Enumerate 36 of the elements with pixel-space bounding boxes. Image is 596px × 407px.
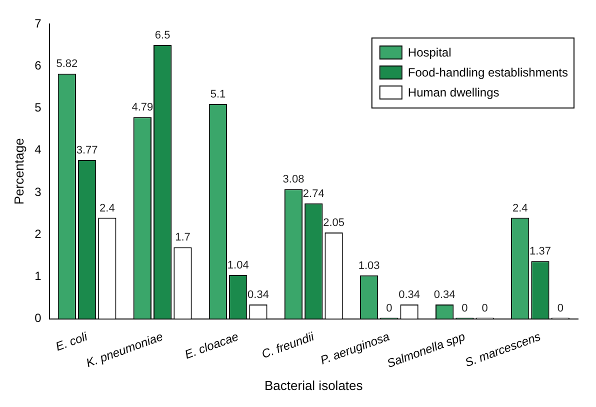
data-label: 3.77 (76, 144, 98, 157)
data-label: 3.08 (282, 174, 304, 186)
data-label: 2.4 (100, 202, 115, 214)
data-label: 2.74 (302, 188, 324, 200)
data-label: 0.34 (248, 289, 269, 302)
y-tick-label: 3 (34, 184, 42, 199)
y-tick-label: 2 (34, 226, 42, 241)
data-label: 5.82 (56, 58, 78, 70)
data-label: 2.05 (323, 217, 344, 229)
data-label: 6.5 (154, 30, 170, 42)
y-tick-label: 4 (34, 142, 42, 157)
x-tick-label: E. cloacae (182, 329, 241, 362)
y-tick-label: 6 (34, 58, 42, 72)
legend-label: Hospital (408, 45, 452, 60)
data-label: 1.03 (358, 260, 380, 272)
data-label: 1.04 (227, 260, 249, 272)
data-label: 0.34 (434, 289, 456, 302)
x-tick-label: E. coli (54, 329, 90, 354)
data-label: 0 (386, 302, 392, 314)
data-label: 1.37 (530, 246, 551, 258)
y-tick-label: 1 (34, 269, 42, 284)
data-label: 0 (462, 302, 468, 314)
data-label: 4.79 (132, 102, 154, 114)
x-axis-title: Bacterial isolates (264, 378, 364, 393)
y-tick-label: 0 (34, 311, 42, 326)
data-label: 2.4 (512, 202, 528, 214)
data-label: 0.34 (398, 289, 420, 302)
legend-label: Human dwellings (408, 85, 500, 100)
y-tick-label: 7 (34, 16, 42, 30)
data-label: 0 (557, 302, 564, 314)
y-axis-title: Percentage (11, 138, 26, 205)
data-label: 0 (482, 302, 488, 314)
data-label: 5.1 (210, 88, 226, 101)
legend-label: Food-handling establishments (408, 65, 568, 80)
data-label: 1.7 (175, 232, 190, 244)
y-tick-label: 5 (34, 100, 42, 115)
